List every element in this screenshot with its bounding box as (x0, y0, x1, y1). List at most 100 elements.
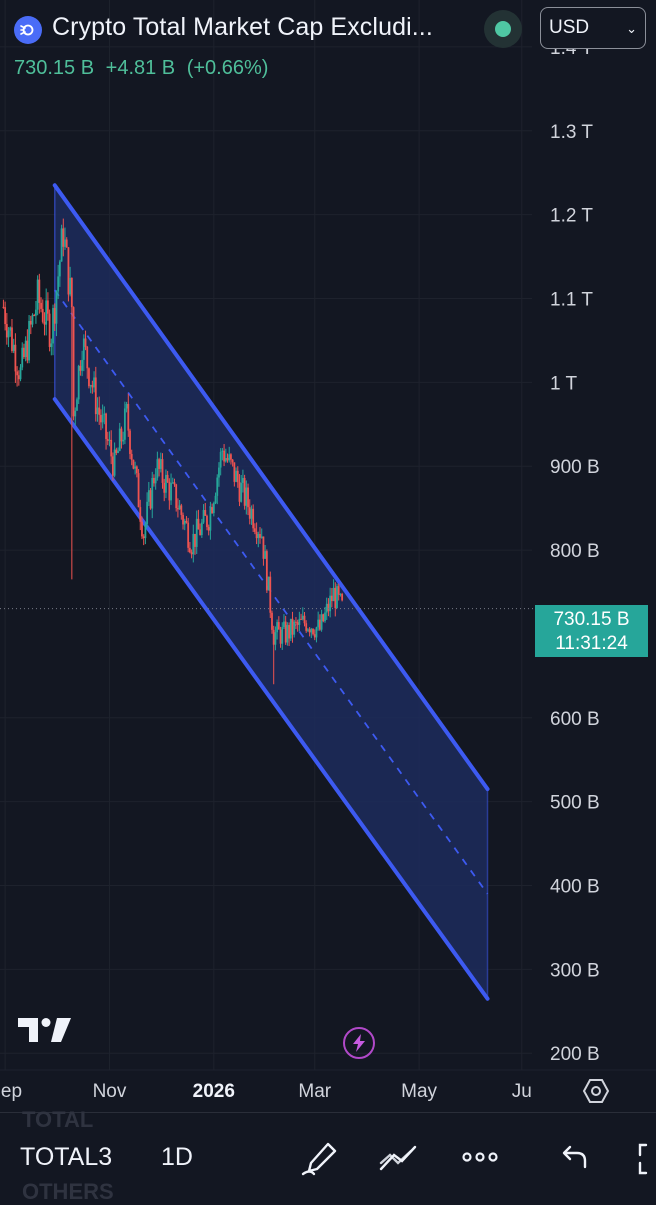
candle-body (175, 484, 178, 509)
chevron-down-icon: ⌄ (626, 21, 637, 36)
candle-body (194, 533, 196, 547)
candle-body (86, 346, 89, 369)
x-tick-label: Ju (512, 1081, 532, 1102)
candle-body (163, 482, 166, 493)
more-icon[interactable] (460, 1141, 500, 1177)
candle-body (115, 449, 118, 453)
candle-body (300, 618, 302, 620)
candle-body (60, 228, 63, 262)
brush-icon[interactable] (300, 1141, 340, 1177)
candle-body (84, 338, 87, 347)
candle-body (283, 621, 285, 628)
candle-body (113, 449, 116, 476)
candle-body (190, 552, 193, 555)
channel-lower-line (52, 397, 490, 1001)
candle-body (243, 477, 246, 506)
candle-body (339, 594, 342, 596)
symbol-picker[interactable]: TOTAL3 (20, 1143, 113, 1171)
candle-body (228, 454, 231, 461)
candle-body (112, 456, 114, 476)
candle-body (70, 277, 73, 308)
candle-body (267, 576, 270, 591)
currency-value: USD (549, 17, 590, 38)
candle-body (7, 330, 10, 338)
live-status-icon[interactable] (484, 10, 522, 48)
candle-body (303, 615, 306, 624)
candle-body (125, 403, 128, 409)
candle-body (62, 228, 65, 247)
undo-icon[interactable] (556, 1141, 596, 1177)
candle-body (88, 368, 90, 387)
candle-body (253, 528, 256, 532)
candle-body (337, 586, 340, 595)
candle-body (212, 503, 215, 514)
candle-body (315, 627, 318, 638)
candle-body (259, 533, 261, 538)
candle-body (291, 618, 294, 635)
candle-body (242, 477, 244, 483)
x-tick-label: May (401, 1081, 437, 1102)
interval-button[interactable]: 1D (161, 1143, 193, 1171)
candle-body (94, 377, 97, 415)
flash-icon[interactable] (343, 1027, 375, 1059)
tradingview-logo[interactable] (18, 1016, 72, 1044)
candle-body (235, 470, 237, 482)
fullscreen-icon[interactable] (634, 1141, 656, 1177)
settings-icon[interactable] (582, 1077, 610, 1105)
x-tick-label: 2026 (193, 1081, 235, 1102)
candle-body (233, 462, 236, 482)
candle-body (14, 344, 17, 372)
candle-body (329, 595, 332, 612)
candle-body (132, 459, 135, 469)
candle-body (144, 523, 147, 539)
candle-body (12, 344, 15, 351)
candle-body (72, 307, 75, 417)
candle-body (185, 520, 188, 523)
candle-body (252, 508, 255, 529)
candle-body (96, 407, 99, 415)
candle-body (182, 514, 184, 525)
y-tick-label: 300 B (550, 960, 600, 981)
candle-body (279, 629, 282, 644)
candle-body (330, 595, 333, 602)
candle-body (55, 291, 58, 324)
candle-body (48, 313, 51, 347)
candle-body (308, 629, 311, 633)
candle-body (16, 371, 19, 376)
candle-body (100, 414, 102, 423)
candle-body (120, 428, 123, 442)
x-tick-label: Nov (93, 1081, 127, 1102)
candle-body (272, 629, 275, 645)
candle-body (192, 533, 195, 555)
symbol-title[interactable]: Crypto Total Market Cap Excludi... (52, 13, 433, 41)
candle-body (161, 459, 164, 483)
candle-body (202, 510, 205, 523)
candle-body (332, 587, 335, 602)
candle-body (298, 618, 301, 625)
candle-body (322, 614, 325, 622)
candle-body (310, 628, 313, 633)
candle-body (318, 619, 321, 630)
candle-body (295, 621, 297, 623)
x-tick-label: Sep (0, 1081, 22, 1102)
candle-body (209, 507, 212, 531)
candle-body (262, 536, 265, 559)
candle-body (255, 531, 258, 539)
candle-body (38, 279, 41, 303)
price-change-percent: (+0.66%) (186, 57, 269, 79)
symbol-picker-next[interactable]: OTHERS (22, 1179, 114, 1204)
candle-body (2, 306, 5, 308)
candle-body (293, 621, 296, 635)
candle-body (173, 482, 176, 485)
currency-select[interactable]: USD ⌄ (540, 7, 646, 49)
candle-body (159, 459, 162, 469)
candle-body (271, 612, 273, 630)
candle-body (154, 477, 157, 484)
candle-body (52, 308, 54, 344)
trend-line-icon[interactable] (378, 1141, 418, 1177)
candle-body (224, 457, 227, 462)
symbol-picker-prev[interactable]: TOTAL (22, 1107, 94, 1132)
candle-body (218, 467, 220, 478)
candle-body (76, 399, 78, 411)
